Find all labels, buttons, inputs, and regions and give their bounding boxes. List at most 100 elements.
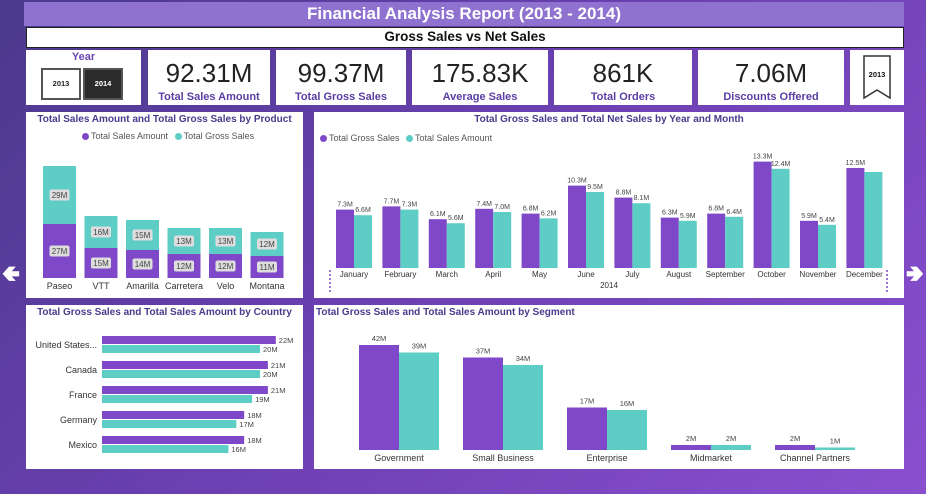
data-label-gross-sales: 8.8M: [616, 190, 632, 197]
bar-gross-sales: [359, 345, 399, 450]
x-tick-label: Carretera: [165, 281, 203, 291]
bar-gross-sales: [846, 168, 865, 268]
bar-sales-amount: [771, 168, 790, 268]
x-tick-label: Velo: [217, 281, 235, 291]
year-option-2014[interactable]: 2014: [83, 68, 123, 100]
data-label-sales-amount: 5.6M: [448, 215, 464, 222]
bar-sales-amount: [400, 209, 419, 268]
y-tick-label: Canada: [65, 365, 97, 375]
bar-gross-sales: [102, 361, 268, 369]
y-tick-label: Germany: [60, 415, 98, 425]
kpi-value: 175.83K: [431, 58, 529, 88]
data-label-gross-sales: 12.5M: [846, 160, 866, 167]
bar-gross-sales: [102, 386, 268, 394]
data-label-gross-sales: 6.8M: [523, 206, 539, 213]
data-label-gross-sales: 12M: [259, 240, 275, 249]
bar-sales-amount: [354, 215, 372, 268]
bar-sales-amount: [102, 370, 260, 378]
legend-dot: [174, 133, 182, 140]
data-label-sales-amount: 19M: [255, 395, 270, 404]
kpi-label: Discounts Offered: [723, 91, 819, 103]
bar-gross-sales: [707, 213, 726, 268]
data-label-gross-sales: 21M: [271, 386, 286, 395]
data-label-gross-sales: 13M: [176, 237, 192, 246]
kpi-card-discounts-offered: 7.06M Discounts Offered: [698, 50, 844, 105]
kpi-label: Total Sales Amount: [158, 91, 260, 103]
month-chart-panel: Total Gross Sales and Total Net Sales by…: [314, 112, 904, 298]
bar-gross-sales: [567, 407, 607, 450]
report-subtitle: Gross Sales vs Net Sales: [26, 27, 904, 48]
data-label-gross-sales: 42M: [372, 334, 387, 343]
month-chart-title: Total Gross Sales and Total Net Sales by…: [474, 114, 744, 125]
data-label-bg: [174, 235, 194, 247]
data-label-sales-amount: 17M: [239, 420, 254, 429]
x-tick-label: Montana: [249, 281, 284, 291]
data-label-gross-sales: 6.8M: [708, 206, 724, 213]
x-tick-label: March: [436, 270, 458, 279]
data-label-sales-amount: 16M: [231, 445, 246, 454]
report-title: Financial Analysis Report (2013 - 2014): [24, 2, 904, 26]
data-label-gross-sales: 18M: [247, 436, 262, 445]
x-tick-label: December: [846, 270, 883, 279]
kpi-card-total-gross-sales: 99.37M Total Gross Sales: [276, 50, 406, 105]
data-label-sales-amount: 12M: [218, 262, 234, 271]
data-label-bg: [91, 257, 111, 269]
data-label-sales-amount: 6.4M: [726, 209, 742, 216]
data-label-sales-amount: 39M: [412, 342, 427, 351]
data-label-sales-amount: 5.9M: [680, 213, 696, 220]
data-label-gross-sales: 7.7M: [384, 198, 400, 205]
data-label-sales-amount: 6.6M: [355, 207, 371, 214]
bookmark-button[interactable]: 2013: [850, 50, 904, 105]
x-tick-label: October: [757, 270, 786, 279]
year-option-2013[interactable]: 2013: [41, 68, 81, 100]
x-tick-label: Paseo: [47, 281, 73, 291]
legend-item: Total Sales Amount: [91, 131, 169, 141]
data-label-bg: [215, 235, 236, 247]
bar-gross-sales: [336, 209, 354, 268]
kpi-label: Average Sales: [442, 91, 518, 103]
bar-gross-sales: [671, 445, 711, 450]
bar-sales-amount: [102, 420, 237, 428]
data-label-bg: [49, 245, 70, 257]
bar-sales-amount: [632, 203, 651, 268]
x-tick-label: Government: [374, 453, 424, 463]
bar-gross-sales: [614, 197, 633, 268]
bar-gross-sales: [382, 206, 401, 268]
data-label-gross-sales: 7.3M: [337, 202, 353, 209]
data-label-bg: [49, 189, 70, 201]
bar-sales-amount: [446, 223, 465, 268]
kpi-value: 99.37M: [297, 58, 385, 88]
bar-sales-amount: [539, 218, 558, 268]
data-label-bg: [174, 260, 194, 272]
kpi-card-total-sales-amount: 92.31M Total Sales Amount: [148, 50, 270, 105]
data-label-sales-amount: 1M: [830, 437, 840, 446]
data-label-gross-sales: 29M: [52, 191, 68, 200]
bookmark-label: 2013: [869, 70, 886, 79]
bar-sales-amount: [725, 216, 744, 268]
bar-sales-amount: [102, 345, 260, 353]
bar-sales-amount: [678, 220, 697, 268]
legend-dot: [406, 135, 414, 142]
x-tick-label: September: [706, 270, 745, 279]
data-label-gross-sales: 15M: [135, 231, 151, 240]
data-label-gross-sales: 37M: [476, 347, 491, 356]
bar-sales-amount: [815, 447, 855, 450]
country-chart-panel: Total Gross Sales and Total Sales Amount…: [26, 305, 303, 469]
bar-sales-amount: [102, 445, 229, 453]
previous-page-arrow-icon[interactable]: 🢀: [2, 261, 20, 286]
kpi-value: 92.31M: [165, 58, 253, 88]
data-label-sales-amount: 5.4M: [819, 217, 835, 224]
bar-gross-sales: [463, 357, 503, 450]
segment-chart-panel: Total Gross Sales and Total Sales Amount…: [314, 305, 904, 469]
legend-dot: [320, 135, 327, 142]
y-tick-label: France: [69, 390, 97, 400]
data-label-bg: [132, 229, 153, 241]
data-label-sales-amount: 7.0M: [494, 204, 510, 211]
month-chart-legend: Total Gross Sales Total Sales Amount: [320, 133, 492, 143]
next-page-arrow-icon[interactable]: 🢂: [906, 261, 924, 286]
product-chart-panel: Total Sales Amount and Total Gross Sales…: [26, 112, 303, 298]
legend-dot: [82, 133, 89, 140]
bar-gross-sales: [568, 185, 586, 268]
